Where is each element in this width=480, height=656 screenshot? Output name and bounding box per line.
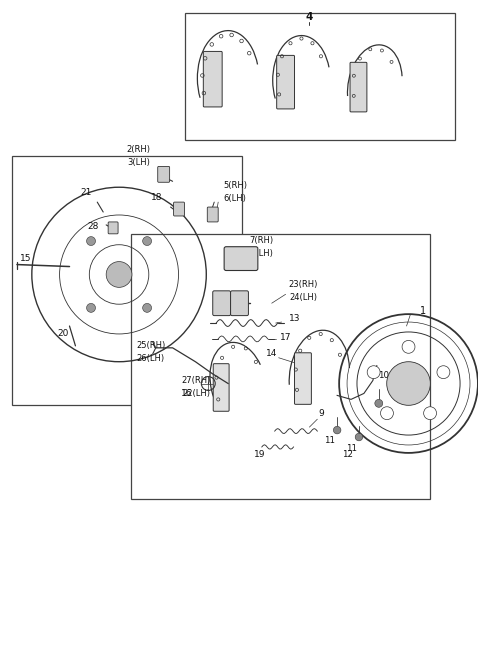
Bar (131, 234, 431, 499)
FancyBboxPatch shape (230, 291, 249, 316)
FancyBboxPatch shape (207, 207, 218, 222)
Text: 11: 11 (346, 445, 357, 453)
Text: 15: 15 (20, 254, 32, 263)
Circle shape (367, 366, 380, 379)
Text: 14: 14 (266, 349, 277, 358)
Circle shape (143, 237, 152, 245)
FancyBboxPatch shape (158, 167, 169, 182)
Circle shape (106, 262, 132, 287)
FancyBboxPatch shape (213, 363, 229, 411)
Bar (185, 12, 455, 140)
Text: 9: 9 (318, 409, 324, 418)
Text: 2(RH): 2(RH) (127, 145, 151, 154)
Circle shape (387, 361, 431, 405)
FancyBboxPatch shape (350, 62, 367, 112)
Text: 22(LH): 22(LH) (182, 389, 210, 398)
Circle shape (437, 366, 450, 379)
FancyBboxPatch shape (224, 247, 258, 270)
Circle shape (86, 304, 96, 312)
Text: 6(LH): 6(LH) (224, 194, 247, 203)
FancyBboxPatch shape (204, 51, 222, 107)
Text: 27(RH): 27(RH) (182, 376, 211, 385)
Text: 17: 17 (280, 333, 291, 342)
Text: 12: 12 (381, 411, 392, 420)
FancyBboxPatch shape (295, 353, 312, 404)
Circle shape (402, 340, 415, 354)
Text: 8(LH): 8(LH) (251, 249, 273, 258)
Text: 10: 10 (378, 371, 389, 380)
Text: 16: 16 (180, 389, 192, 398)
Text: 12: 12 (342, 451, 353, 459)
Text: 21: 21 (81, 188, 92, 197)
Text: 3(LH): 3(LH) (128, 158, 150, 167)
Text: 24(LH): 24(LH) (289, 293, 317, 302)
Text: 13: 13 (289, 314, 300, 323)
FancyBboxPatch shape (276, 55, 295, 109)
Circle shape (86, 237, 96, 245)
Text: 7(RH): 7(RH) (250, 236, 274, 245)
Text: 26(LH): 26(LH) (137, 354, 165, 363)
Text: 23(RH): 23(RH) (289, 280, 318, 289)
Circle shape (375, 400, 383, 407)
Circle shape (334, 426, 341, 434)
Text: 25(RH): 25(RH) (136, 341, 166, 350)
FancyBboxPatch shape (213, 291, 230, 316)
Circle shape (143, 304, 152, 312)
Text: 28: 28 (87, 222, 99, 232)
Circle shape (381, 407, 394, 420)
Text: 1: 1 (420, 306, 426, 316)
Text: 18: 18 (151, 193, 162, 201)
FancyBboxPatch shape (174, 202, 184, 216)
Circle shape (355, 433, 363, 441)
Bar (12, 155, 242, 405)
Circle shape (67, 331, 78, 341)
Text: 19: 19 (254, 451, 265, 459)
FancyBboxPatch shape (108, 222, 118, 234)
Text: 5(RH): 5(RH) (223, 181, 247, 190)
Text: 11: 11 (324, 436, 335, 445)
Text: 20: 20 (58, 329, 69, 338)
Text: 4: 4 (306, 12, 313, 22)
Circle shape (424, 407, 436, 420)
Circle shape (96, 203, 104, 211)
